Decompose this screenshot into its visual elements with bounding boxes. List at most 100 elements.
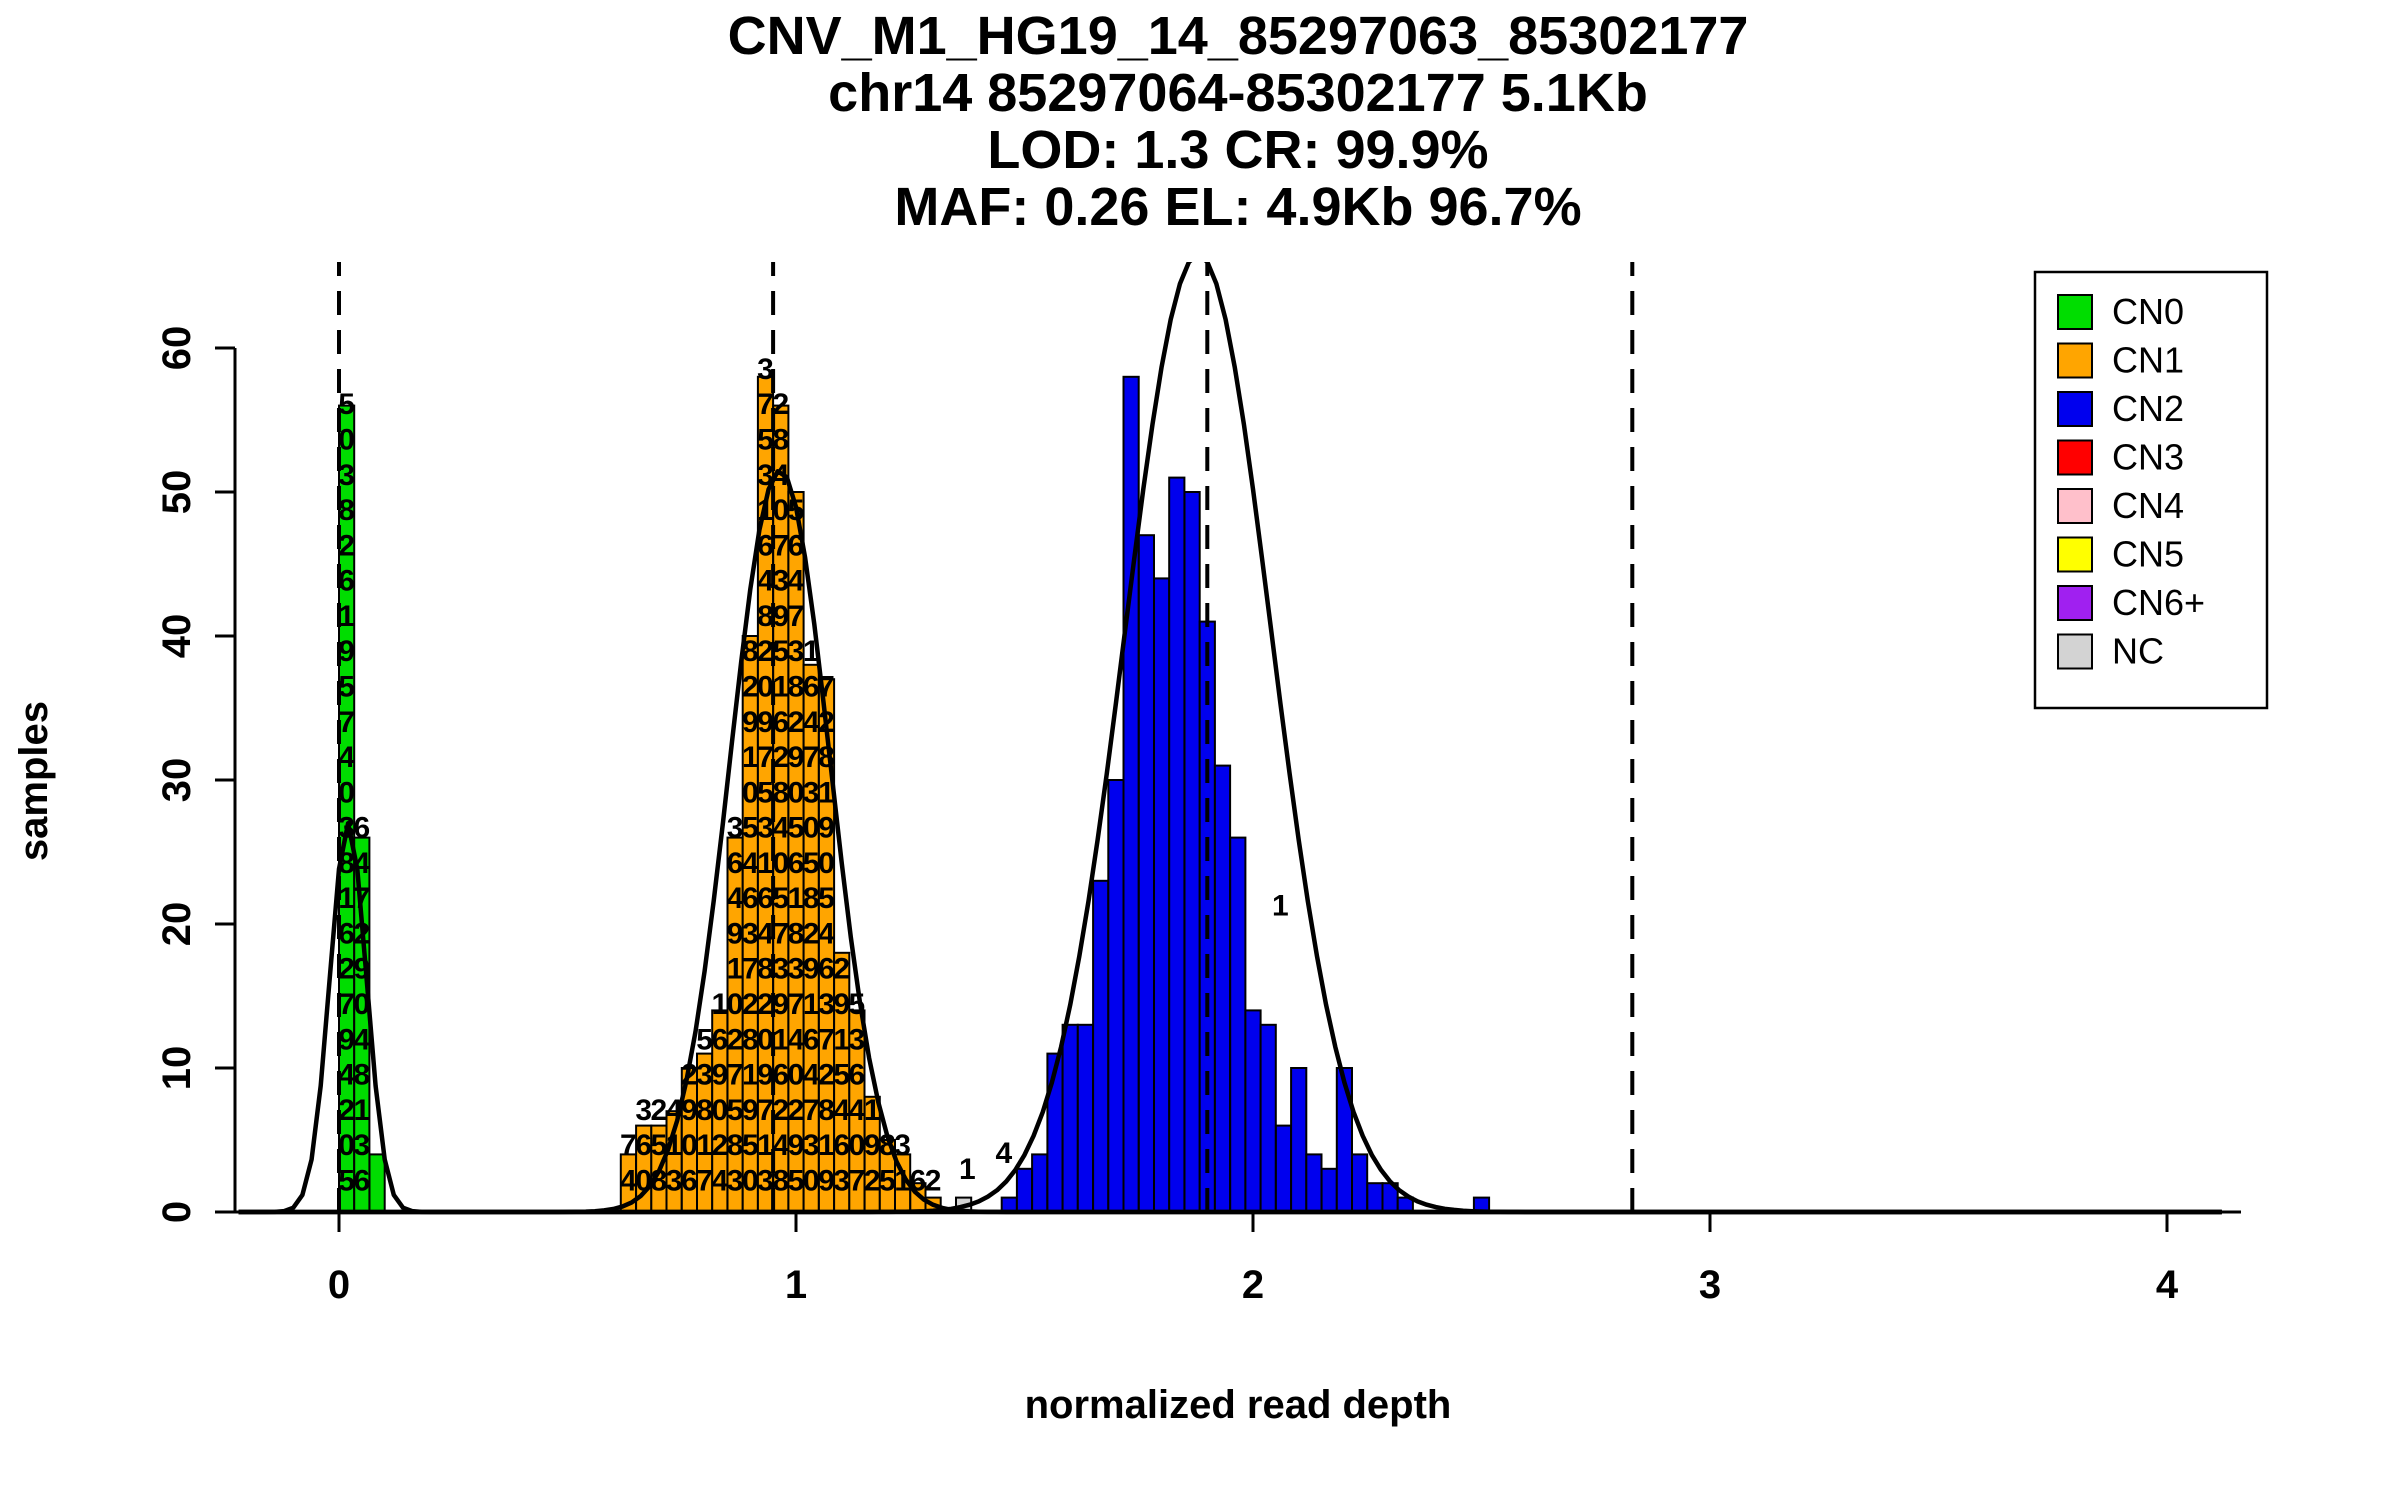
digit-glyph: 9 [788,741,805,774]
digit-glyph: 1 [354,1094,371,1127]
digit-glyph: 6 [635,1129,652,1162]
bar-count-label: 1 [959,1153,976,1186]
digit-column: 291 [864,1094,881,1198]
digit-glyph: 3 [757,1164,774,1197]
digit-glyph: 7 [803,741,820,774]
digit-glyph: 5 [696,1023,713,1056]
digit-glyph: 5 [849,988,866,1021]
digit-glyph: 8 [651,1164,668,1197]
digit-glyph: 8 [788,671,805,704]
digit-column: 314 [666,1094,683,1198]
legend-swatch [2057,294,2093,330]
digit-glyph: 2 [757,988,774,1021]
digit-glyph: 1 [742,1059,759,1092]
digit-glyph: 3 [727,1164,744,1197]
digit-glyph: 2 [788,1094,805,1127]
y-tick-label: 20 [155,902,199,947]
digit-glyph: 7 [772,529,789,562]
digit-glyph: 1 [772,671,789,704]
histogram-bar [1107,779,1125,1213]
digit-glyph: 3 [772,953,789,986]
histogram-bar [1274,1124,1293,1213]
digit-glyph: 6 [742,882,759,915]
digit-glyph: 2 [818,706,835,739]
digit-glyph: 2 [651,1094,668,1127]
legend-swatch [2057,439,2093,476]
digit-glyph: 5 [818,882,835,915]
legend-label: CN4 [2112,485,2184,526]
digit-glyph: 2 [833,953,850,986]
digit-glyph: 5 [338,388,355,421]
digit-glyph: 9 [338,1023,355,1056]
digit-glyph: 4 [757,917,774,950]
digit-glyph: 8 [354,1059,371,1092]
histogram-bar [1366,1182,1384,1213]
digit-glyph: 4 [711,1164,728,1197]
digit-glyph: 1 [803,988,820,1021]
y-tick-label: 30 [155,758,199,803]
digit-glyph: 1 [666,1129,683,1162]
digit-glyph: 9 [757,706,774,739]
histogram-bar [1183,491,1201,1213]
digit-glyph: 5 [757,776,774,809]
digit-glyph: 2 [681,1059,698,1092]
digit-glyph: 2 [818,1059,835,1092]
legend-label: CN2 [2112,388,2184,429]
legend-item: CN1 [2057,340,2184,381]
y-tick-label: 60 [155,326,199,371]
digit-glyph: 1 [833,1023,850,1056]
digit-glyph: 4 [757,565,774,598]
digit-glyph: 4 [354,1023,371,1056]
digit-glyph: 4 [833,1094,850,1127]
digit-glyph: 6 [354,1164,371,1197]
digit-glyph: 4 [354,847,371,880]
digit-glyph: 6 [354,812,371,845]
digit-glyph: 0 [788,1059,805,1092]
digit-glyph: 6 [757,529,774,562]
digit-glyph: 3 [818,988,835,1021]
digit-glyph: 3 [772,565,789,598]
digit-glyph: 9 [788,1129,805,1162]
digit-glyph: 1 [727,953,744,986]
digit-glyph: 3 [635,1094,652,1127]
digit-glyph: 0 [742,776,759,809]
x-tick-label: 1 [785,1263,807,1307]
legend-item: CN4 [2057,485,2184,526]
digit-glyph: 8 [818,741,835,774]
digit-glyph: 7 [803,1094,820,1127]
digit-glyph: 5 [742,812,759,845]
digit-glyph: 5 [757,424,774,457]
digit-glyph: 7 [757,741,774,774]
digit-glyph: 1 [338,882,355,915]
digit-glyph: 2 [354,917,371,950]
digit-glyph: 0 [803,812,820,845]
digit-column: 2 [925,1164,942,1197]
digit-glyph: 9 [772,600,789,633]
digit-glyph: 4 [803,1059,820,1092]
digit-glyph: 5 [651,1129,668,1162]
digit-glyph: 1 [818,776,835,809]
digit-glyph: 0 [742,1164,759,1197]
digit-glyph: 6 [788,529,805,562]
digit-glyph: 6 [772,706,789,739]
digit-glyph: 8 [757,953,774,986]
digit-glyph: 2 [772,388,789,421]
digit-glyph: 3 [803,776,820,809]
digit-glyph: 8 [742,635,759,668]
x-axis-label: normalized read depth [1024,1383,1452,1427]
digit-column: 13 [894,1129,911,1197]
digit-glyph: 9 [338,635,355,668]
digit-glyph: 7 [818,671,835,704]
y-tick-label: 50 [155,470,199,515]
digit-glyph: 1 [757,494,774,527]
digit-glyph: 2 [757,635,774,668]
digit-glyph: 4 [727,882,744,915]
digit-glyph: 9 [833,988,850,1021]
